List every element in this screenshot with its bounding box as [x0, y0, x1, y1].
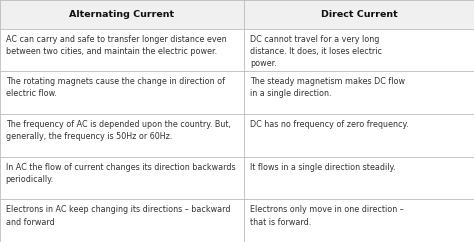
Text: Direct Current: Direct Current	[321, 10, 397, 19]
Text: AC can carry and safe to transfer longer distance even
between two cities, and m: AC can carry and safe to transfer longer…	[6, 35, 226, 56]
Text: Alternating Current: Alternating Current	[70, 10, 174, 19]
Bar	[0, 0, 474, 29]
Text: DC has no frequency of zero frequency.: DC has no frequency of zero frequency.	[250, 120, 409, 129]
Text: The rotating magnets cause the change in direction of
electric flow.: The rotating magnets cause the change in…	[6, 77, 225, 98]
Text: DC cannot travel for a very long
distance. It does, it loses electric
power.: DC cannot travel for a very long distanc…	[250, 35, 382, 68]
Text: It flows in a single direction steadily.: It flows in a single direction steadily.	[250, 163, 395, 172]
Text: In AC the flow of current changes its direction backwards
periodically.: In AC the flow of current changes its di…	[6, 163, 235, 184]
Text: The frequency of AC is depended upon the country. But,
generally, the frequency : The frequency of AC is depended upon the…	[6, 120, 230, 141]
Text: The steady magnetism makes DC flow
in a single direction.: The steady magnetism makes DC flow in a …	[250, 77, 405, 98]
Text: Electrons in AC keep changing its directions – backward
and forward: Electrons in AC keep changing its direct…	[6, 205, 230, 227]
Text: Electrons only move in one direction –
that is forward.: Electrons only move in one direction – t…	[250, 205, 403, 227]
